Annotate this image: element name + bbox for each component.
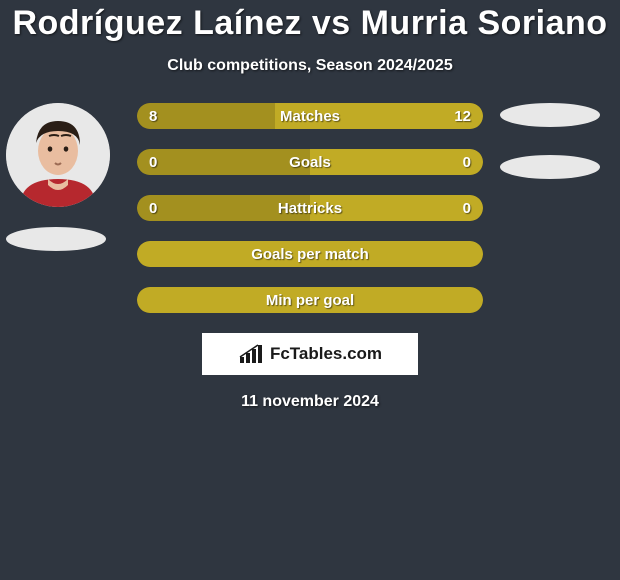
stat-value-left: 0 bbox=[149, 200, 157, 217]
stat-fill-left bbox=[137, 149, 310, 175]
brow-left bbox=[49, 135, 59, 136]
flag-right-1 bbox=[500, 103, 600, 127]
stat-row: Min per goal bbox=[137, 287, 483, 313]
player-right bbox=[500, 103, 600, 179]
stat-value-right: 0 bbox=[463, 200, 471, 217]
stat-row: 0 Hattricks 0 bbox=[137, 195, 483, 221]
face bbox=[38, 127, 78, 175]
stat-label: Goals bbox=[289, 154, 331, 171]
stat-label: Matches bbox=[280, 108, 340, 125]
stat-value-right: 0 bbox=[463, 154, 471, 171]
brow-right bbox=[61, 135, 71, 136]
stat-row: 8 Matches 12 bbox=[137, 103, 483, 129]
stat-value-right: 12 bbox=[454, 108, 471, 125]
stat-rows: 8 Matches 12 0 Goals 0 0 Hattricks 0 Goals per ma… bbox=[137, 103, 483, 313]
stat-row: Goals per match bbox=[137, 241, 483, 267]
eye-left bbox=[48, 146, 53, 151]
stat-row: 0 Goals 0 bbox=[137, 149, 483, 175]
stat-label: Min per goal bbox=[266, 292, 354, 309]
stat-label: Hattricks bbox=[278, 200, 342, 217]
page-title: Rodríguez Laínez vs Murria Soriano bbox=[0, 0, 620, 43]
avatar-left-figure bbox=[6, 103, 110, 207]
watermark-icon bbox=[238, 343, 264, 365]
player-left bbox=[6, 103, 110, 251]
flag-right-2 bbox=[500, 155, 600, 179]
eye-right bbox=[64, 146, 69, 151]
stat-label: Goals per match bbox=[251, 246, 369, 263]
avatar-left bbox=[6, 103, 110, 207]
date: 11 november 2024 bbox=[0, 393, 620, 411]
watermark: FcTables.com bbox=[202, 333, 418, 375]
subtitle: Club competitions, Season 2024/2025 bbox=[0, 57, 620, 75]
stat-fill-left bbox=[137, 103, 275, 129]
stat-fill-right bbox=[310, 149, 483, 175]
stat-value-left: 8 bbox=[149, 108, 157, 125]
watermark-text: FcTables.com bbox=[270, 344, 382, 364]
flag-left bbox=[6, 227, 106, 251]
comparison-panel: 8 Matches 12 0 Goals 0 0 Hattricks 0 Goals per ma… bbox=[0, 103, 620, 411]
stat-value-left: 0 bbox=[149, 154, 157, 171]
